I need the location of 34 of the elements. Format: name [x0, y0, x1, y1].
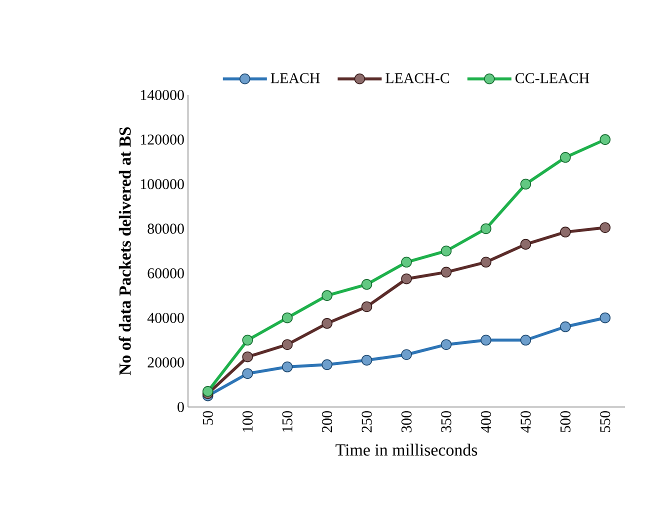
- x-tick-label: 500: [560, 411, 570, 432]
- y-tick-label: 20000: [148, 357, 184, 368]
- point: [242, 351, 253, 362]
- y-tick-label: 40000: [147, 312, 184, 323]
- x-tick-label: 50: [202, 411, 213, 425]
- point: [401, 273, 412, 284]
- x-tick-label: 200: [322, 411, 332, 432]
- legend-label: LEACH: [270, 73, 320, 84]
- y-tick-label: 60000: [148, 268, 184, 278]
- y-tick-label: 100000: [140, 179, 184, 190]
- point: [560, 226, 571, 238]
- point: [361, 301, 372, 312]
- y-tick-label: 140000: [140, 90, 184, 100]
- x-tick-label: 150: [282, 411, 292, 432]
- legend-label: CC-LEACH: [516, 73, 590, 84]
- point: [600, 222, 611, 233]
- x-tick-label: 350: [441, 411, 452, 432]
- point: [480, 256, 492, 268]
- x-tick-label: 400: [480, 411, 491, 433]
- point: [520, 238, 532, 250]
- point: [322, 318, 332, 329]
- x-tick-label: 100: [242, 411, 253, 432]
- x-tick-label: 300: [401, 411, 412, 432]
- x-tick-label: 450: [520, 411, 531, 433]
- legend-label: LEACH-C: [386, 73, 450, 84]
- x-tick-label: 550: [600, 411, 610, 432]
- y-axis-title: No of data Packets delivered at BS: [118, 127, 131, 376]
- y-tick-label: 80000: [148, 224, 184, 234]
- y-tick-label: 0: [178, 402, 184, 412]
- x-axis-title: Time in milliseconds: [336, 444, 478, 456]
- y-tick-label: 120000: [140, 134, 184, 145]
- point: [282, 339, 293, 350]
- point: [440, 266, 452, 278]
- x-tick-label: 250: [362, 411, 372, 432]
